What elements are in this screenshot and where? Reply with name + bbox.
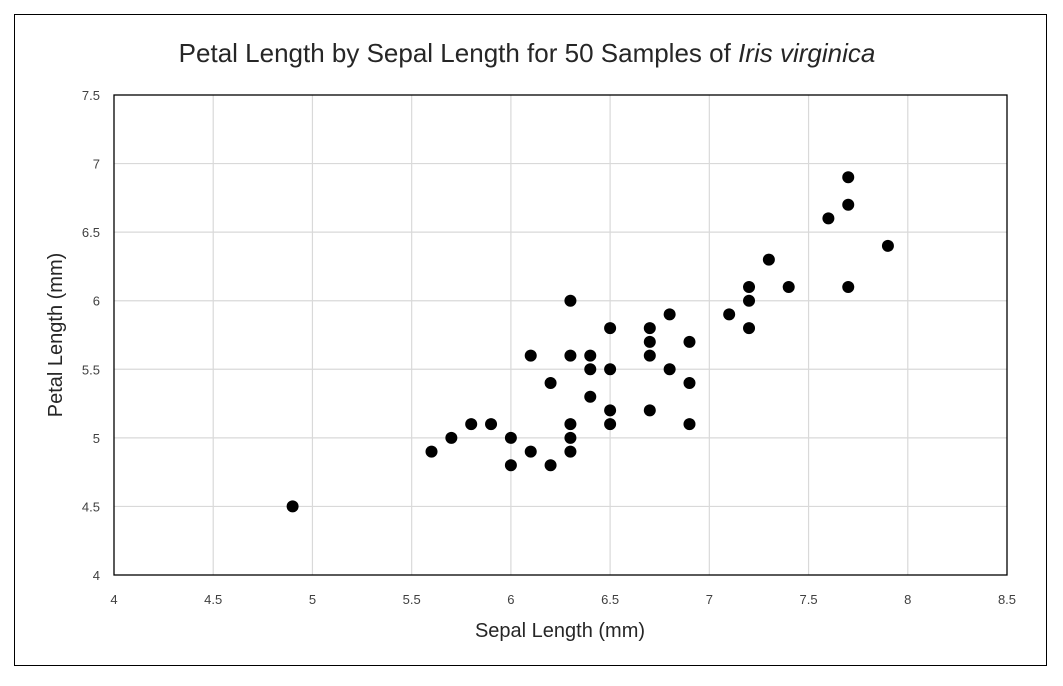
data-point bbox=[663, 308, 676, 321]
data-point bbox=[822, 212, 835, 225]
x-tick-label: 5.5 bbox=[403, 592, 421, 607]
data-point bbox=[743, 322, 756, 335]
data-point bbox=[445, 431, 458, 444]
data-point bbox=[643, 322, 656, 335]
data-point bbox=[683, 418, 696, 431]
data-point bbox=[524, 445, 537, 458]
data-points bbox=[286, 171, 894, 513]
data-point bbox=[504, 431, 517, 444]
data-point bbox=[544, 459, 557, 472]
x-tick-label: 8 bbox=[904, 592, 911, 607]
x-tick-label: 8.5 bbox=[998, 592, 1016, 607]
data-point bbox=[524, 349, 537, 362]
x-tick-label: 6.5 bbox=[601, 592, 619, 607]
data-point bbox=[842, 198, 855, 211]
data-point bbox=[842, 281, 855, 293]
chart-title: Petal Length by Sepal Length for 50 Samp… bbox=[179, 38, 876, 68]
data-point bbox=[544, 377, 557, 389]
data-point bbox=[584, 349, 597, 362]
data-point bbox=[286, 500, 299, 513]
data-point bbox=[881, 239, 894, 252]
data-point bbox=[743, 294, 756, 307]
y-tick-label: 5.5 bbox=[82, 362, 100, 377]
y-tick-label: 6.5 bbox=[82, 225, 100, 240]
data-point bbox=[564, 418, 577, 431]
y-tick-label: 4 bbox=[93, 568, 100, 583]
x-axis-title: Sepal Length (mm) bbox=[475, 620, 645, 642]
data-point bbox=[584, 363, 597, 376]
x-tick-label: 7 bbox=[706, 592, 713, 607]
data-point bbox=[604, 404, 617, 417]
data-point bbox=[564, 294, 577, 307]
data-point bbox=[842, 171, 855, 184]
x-tick-label: 6 bbox=[507, 592, 514, 607]
data-point bbox=[504, 459, 517, 472]
data-point bbox=[683, 377, 696, 389]
data-point bbox=[782, 281, 795, 293]
plot-area bbox=[113, 94, 1008, 576]
data-point bbox=[485, 418, 498, 431]
data-point bbox=[564, 431, 577, 444]
y-axis-ticks: 4 4.5 5 5.5 6 6.5 7 7.5 bbox=[82, 88, 100, 583]
data-point bbox=[564, 445, 577, 458]
y-axis-title: Petal Length (mm) bbox=[45, 253, 67, 418]
data-point bbox=[683, 335, 696, 348]
y-tick-label: 7.5 bbox=[82, 88, 100, 103]
x-tick-label: 7.5 bbox=[800, 592, 818, 607]
x-tick-label: 5 bbox=[309, 592, 316, 607]
data-point bbox=[643, 335, 656, 348]
grid-lines bbox=[114, 95, 1007, 575]
chart-frame bbox=[14, 14, 1047, 666]
data-point bbox=[762, 253, 775, 266]
data-point bbox=[743, 281, 756, 293]
data-point bbox=[723, 308, 736, 321]
x-tick-label: 4.5 bbox=[204, 592, 222, 607]
x-axis-ticks: 4 4.5 5 5.5 6 6.5 7 7.5 8 8.5 bbox=[110, 592, 1016, 607]
data-point bbox=[604, 322, 617, 335]
chart-title-species: Iris virginica bbox=[738, 38, 875, 68]
data-point bbox=[584, 390, 597, 403]
x-tick-label: 4 bbox=[110, 592, 117, 607]
data-point bbox=[465, 418, 478, 431]
data-point bbox=[663, 363, 676, 376]
y-tick-label: 4.5 bbox=[82, 499, 100, 514]
y-tick-label: 5 bbox=[93, 431, 100, 446]
y-tick-label: 7 bbox=[93, 157, 100, 172]
data-point bbox=[604, 363, 617, 376]
data-point bbox=[564, 349, 577, 362]
data-point bbox=[643, 349, 656, 362]
y-tick-label: 6 bbox=[93, 294, 100, 309]
data-point bbox=[643, 404, 656, 417]
data-point bbox=[604, 418, 617, 431]
chart-title-main: Petal Length by Sepal Length for 50 Samp… bbox=[179, 38, 738, 68]
data-point bbox=[425, 445, 438, 458]
